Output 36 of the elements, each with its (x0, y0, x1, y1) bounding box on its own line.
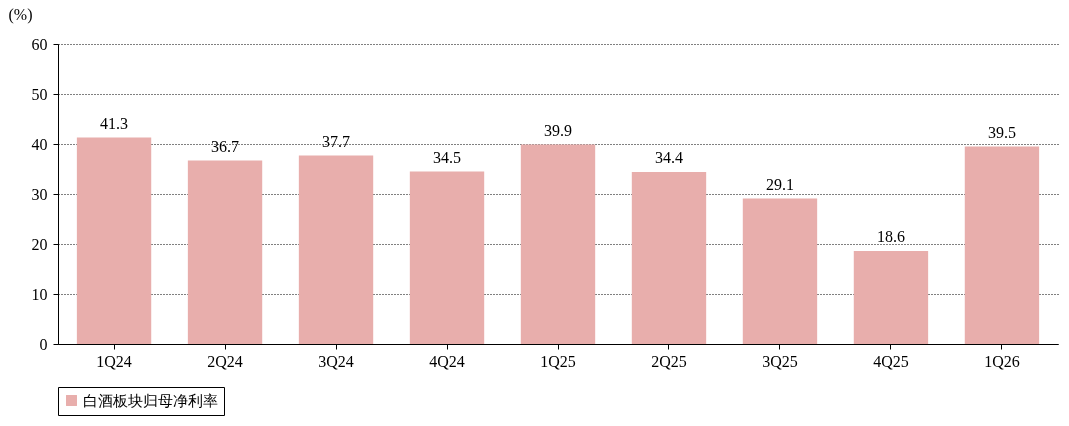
x-tick-label: 2Q25 (651, 352, 687, 370)
y-tick-label: 20 (31, 235, 48, 253)
data-label: 39.9 (544, 121, 572, 139)
y-tick-label: 10 (31, 285, 48, 303)
bar (853, 251, 929, 344)
y-tick-label: 30 (31, 185, 48, 203)
bar (187, 160, 263, 344)
data-label: 34.5 (433, 148, 462, 166)
y-axis-title: (%) (8, 5, 33, 24)
y-tick-label: 0 (39, 335, 48, 353)
data-label: 37.7 (322, 132, 351, 150)
data-label: 41.3 (100, 114, 129, 132)
x-tick-label: 2Q24 (207, 352, 243, 370)
x-tick-label: 3Q25 (762, 352, 798, 370)
data-label: 29.1 (765, 175, 794, 193)
data-label: 36.7 (211, 137, 240, 155)
x-tick-label: 4Q25 (873, 352, 909, 370)
bar (964, 146, 1040, 344)
x-tick-label: 1Q24 (96, 352, 132, 370)
x-tick-label: 4Q24 (429, 352, 465, 370)
legend-label: 白酒板块归母净利率 (83, 392, 218, 409)
bar (298, 155, 374, 344)
data-label: 18.6 (876, 228, 905, 245)
y-tick-label: 40 (31, 135, 48, 153)
bar (742, 198, 818, 344)
bar (76, 137, 152, 344)
x-tick-label: 3Q24 (318, 352, 354, 370)
data-label: 39.5 (987, 123, 1016, 141)
x-tick-label: 1Q26 (984, 352, 1020, 370)
bar (631, 172, 707, 344)
y-tick-label: 60 (31, 35, 48, 53)
x-tick-label: 1Q25 (540, 352, 576, 370)
bar (520, 144, 596, 344)
bar (409, 171, 485, 344)
y-tick-label: 50 (31, 85, 48, 103)
data-label: 34.4 (654, 149, 683, 166)
